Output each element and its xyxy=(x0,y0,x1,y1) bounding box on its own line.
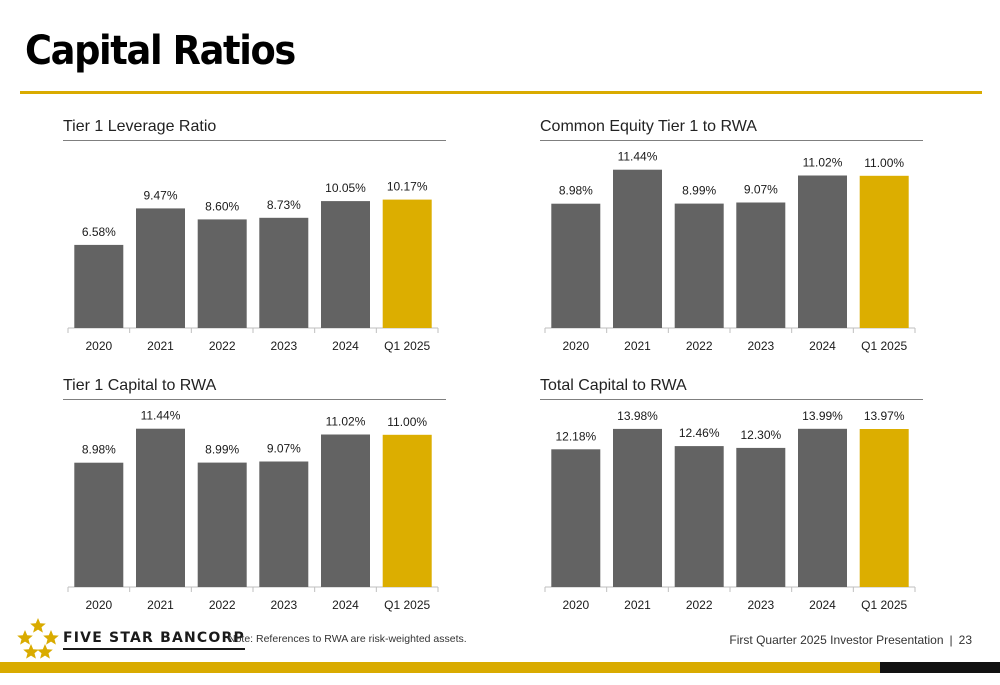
chart-title-cet1: Common Equity Tier 1 to RWA xyxy=(540,118,757,135)
x-tick-label: 2020 xyxy=(85,598,112,612)
footer-bar-black xyxy=(880,662,1000,673)
data-label: 13.97% xyxy=(864,409,905,423)
data-label: 11.00% xyxy=(387,415,427,429)
chart-title-rule xyxy=(540,399,923,400)
data-label: 8.98% xyxy=(559,184,593,198)
x-tick-label: 2023 xyxy=(270,598,297,612)
x-tick-label: Q1 2025 xyxy=(861,339,907,353)
bar-q1-2025 xyxy=(859,175,909,328)
stars-logo-icon xyxy=(17,618,59,659)
bar-2024 xyxy=(321,201,370,328)
chart-total-capital-to-rwa: 12.18% 2020 13.98% 2021 12.46% 2022 12.30% 2023… xyxy=(544,409,916,612)
chart-title-rule xyxy=(63,140,446,141)
data-label: 11.02% xyxy=(803,156,843,170)
x-tick-label: 2021 xyxy=(624,339,651,353)
data-label: 12.30% xyxy=(740,428,781,442)
bar-2022 xyxy=(674,446,724,587)
x-tick-label: 2022 xyxy=(209,339,236,353)
bar-2021 xyxy=(613,169,662,328)
x-tick-label: 2022 xyxy=(686,598,713,612)
chart-title-total-capital: Total Capital to RWA xyxy=(540,377,687,394)
x-tick-label: Q1 2025 xyxy=(861,598,907,612)
bar-2024 xyxy=(798,428,847,587)
data-label: 8.99% xyxy=(205,443,239,457)
bar-2023 xyxy=(736,447,786,587)
x-tick-label: 2020 xyxy=(562,339,589,353)
x-tick-label: 2020 xyxy=(562,598,589,612)
x-tick-label: 2022 xyxy=(686,339,713,353)
data-label: 10.05% xyxy=(325,181,366,195)
bar-2020 xyxy=(551,203,601,328)
chart-cet1-to-rwa: 8.98% 2020 11.44% 2021 8.99% 2022 9.07% 2023 11.… xyxy=(544,150,916,353)
chart-tier1-capital-to-rwa: 8.98% 2020 11.44% 2021 8.99% 2022 9.07% 2023 11.… xyxy=(67,409,439,612)
data-label: 8.98% xyxy=(82,443,116,457)
bar-2021 xyxy=(136,428,185,587)
bar-2023 xyxy=(736,202,786,328)
chart-title-rule xyxy=(63,399,446,400)
x-tick-label: 2024 xyxy=(332,339,359,353)
x-tick-label: 2021 xyxy=(147,598,174,612)
bar-2021 xyxy=(613,428,662,587)
chart-tier1-leverage: 6.58% 2020 9.47% 2021 8.60% 2022 8.73% 2023 10.0… xyxy=(67,180,439,353)
footer-separator: | xyxy=(949,633,953,647)
data-label: 9.07% xyxy=(267,442,301,456)
data-label: 11.44% xyxy=(618,150,658,164)
data-label: 13.99% xyxy=(802,409,843,423)
x-tick-label: Q1 2025 xyxy=(384,598,430,612)
bar-2024 xyxy=(798,175,847,328)
chart-title-tier1-leverage: Tier 1 Leverage Ratio xyxy=(63,118,217,135)
bar-q1-2025 xyxy=(859,429,909,587)
bar-q1-2025 xyxy=(382,434,432,587)
data-label: 10.17% xyxy=(387,180,428,194)
x-tick-label: 2022 xyxy=(209,598,236,612)
data-label: 9.07% xyxy=(744,183,778,197)
footer-bar-gold xyxy=(0,662,880,673)
x-tick-label: 2024 xyxy=(332,598,359,612)
brand-name: FIVE STAR BANCORP xyxy=(63,630,245,650)
data-label: 12.18% xyxy=(555,429,596,443)
data-label: 13.98% xyxy=(617,409,658,423)
bar-2020 xyxy=(74,462,124,587)
page-number: 23 xyxy=(958,633,972,647)
data-label: 6.58% xyxy=(82,225,116,239)
bar-2023 xyxy=(259,217,309,328)
bar-2020 xyxy=(74,244,124,328)
bar-2022 xyxy=(197,462,247,587)
x-tick-label: 2020 xyxy=(85,339,112,353)
footer-info: First Quarter 2025 Investor Presentation… xyxy=(729,633,972,647)
x-tick-label: 2021 xyxy=(147,339,174,353)
data-label: 11.02% xyxy=(326,415,366,429)
presentation-name: First Quarter 2025 Investor Presentation xyxy=(729,633,944,647)
data-label: 9.47% xyxy=(143,188,177,202)
bar-q1-2025 xyxy=(382,199,432,328)
data-label: 8.99% xyxy=(682,184,716,198)
data-label: 11.00% xyxy=(864,156,904,170)
bar-2020 xyxy=(551,449,601,587)
bar-2021 xyxy=(136,208,185,328)
page-title: Capital Ratios xyxy=(25,28,296,74)
footnote: Note: References to RWA are risk-weighte… xyxy=(228,633,467,645)
x-tick-label: Q1 2025 xyxy=(384,339,430,353)
chart-title-tier1-capital: Tier 1 Capital to RWA xyxy=(63,377,217,394)
x-tick-label: 2023 xyxy=(747,339,774,353)
x-tick-label: 2024 xyxy=(809,339,836,353)
title-divider xyxy=(20,91,982,94)
data-label: 12.46% xyxy=(679,426,720,440)
chart-title-rule xyxy=(540,140,923,141)
bar-2023 xyxy=(259,461,309,587)
x-tick-label: 2023 xyxy=(747,598,774,612)
data-label: 8.60% xyxy=(205,199,239,213)
x-tick-label: 2023 xyxy=(270,339,297,353)
bar-2022 xyxy=(197,219,247,328)
x-tick-label: 2021 xyxy=(624,598,651,612)
bar-2024 xyxy=(321,434,370,587)
bar-2022 xyxy=(674,203,724,328)
x-tick-label: 2024 xyxy=(809,598,836,612)
data-label: 8.73% xyxy=(267,198,301,212)
data-label: 11.44% xyxy=(141,409,181,423)
